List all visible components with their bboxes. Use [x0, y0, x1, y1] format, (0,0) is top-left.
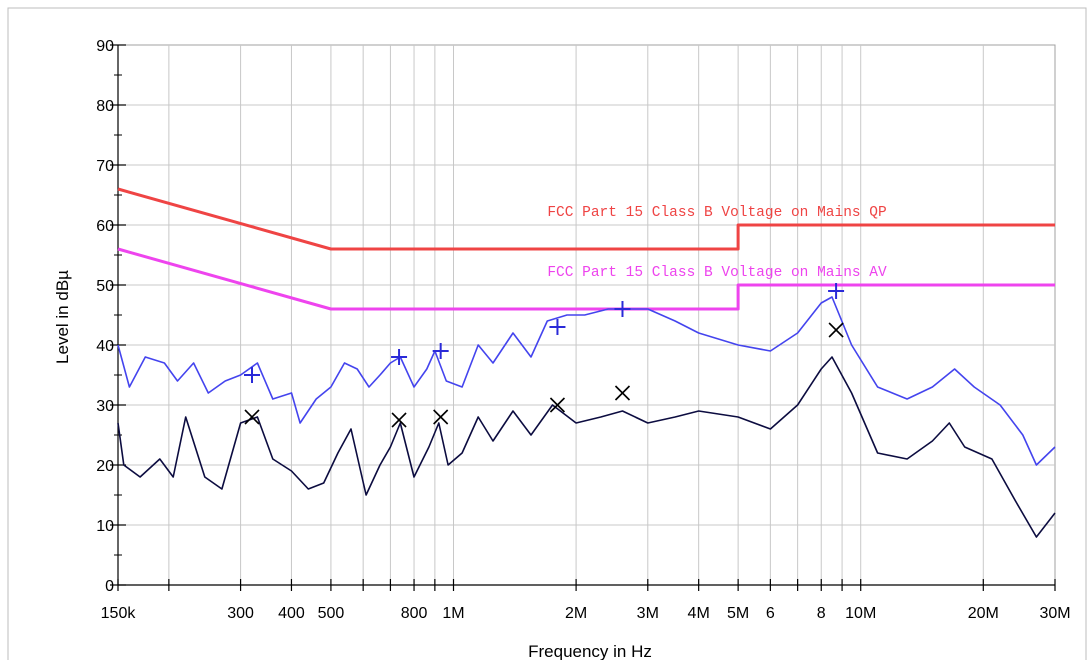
- y-tick-label: 70: [96, 158, 114, 175]
- qp-marker: [614, 301, 631, 317]
- limit-line: [117, 187, 1055, 251]
- measurement-trace: [117, 296, 1056, 466]
- markers: [243, 283, 845, 428]
- qp-marker: [549, 319, 566, 335]
- av-marker-b: [828, 322, 844, 338]
- qp-marker: [432, 343, 449, 359]
- qp-marker: [243, 367, 260, 383]
- limit-line: [117, 247, 1055, 311]
- y-tick-label: 10: [96, 518, 114, 535]
- chart-frame: [7, 7, 1087, 660]
- y-tick-label: 30: [96, 398, 114, 415]
- av-marker-b: [614, 385, 631, 401]
- x-tick-label: 10M: [845, 605, 876, 622]
- x-tick-label: 3M: [637, 605, 659, 622]
- x-tick-label: 300: [227, 605, 254, 622]
- av-marker: [549, 397, 566, 413]
- limit-label-1: FCC Part 15 Class B Voltage on Mains AV: [547, 265, 887, 281]
- av-marker: [828, 322, 844, 338]
- x-tick-label: 2M: [565, 605, 587, 622]
- y-tick-label: 0: [105, 578, 114, 595]
- qp-marker: [391, 349, 408, 365]
- y-tick-label: 90: [96, 38, 114, 55]
- series-layer: [117, 187, 1056, 538]
- x-tick-label: 1M: [442, 605, 464, 622]
- limit-label-0: FCC Part 15 Class B Voltage on Mains QP: [547, 205, 886, 221]
- x-tick-label: 30M: [1039, 605, 1070, 622]
- y-tick-label: 20: [96, 458, 114, 475]
- av-marker-b: [391, 412, 407, 428]
- x-tick-label: 6: [766, 605, 775, 622]
- x-tick-label: 8: [817, 605, 826, 622]
- av-marker-b: [433, 409, 449, 425]
- y-tick-label: 40: [96, 338, 114, 355]
- measurement-trace: [117, 356, 1056, 538]
- y-tick-label: 80: [96, 98, 114, 115]
- y-tick-label: 60: [96, 218, 114, 235]
- x-tick-label: 20M: [968, 605, 999, 622]
- x-tick-label: 150k: [101, 605, 137, 622]
- x-tick-label: 5M: [727, 605, 749, 622]
- x-tick-label: 4M: [688, 605, 710, 622]
- av-marker-b: [549, 397, 566, 413]
- axes: 0 10 20 30 40 50 60 70 80 90 150k 300 400 500 800 1M 2M 3…: [96, 38, 1070, 622]
- av-marker-b: [244, 409, 260, 425]
- av-marker: [433, 409, 449, 425]
- y-tick-label: 50: [96, 278, 114, 295]
- qp-marker: [828, 283, 845, 299]
- x-axis-label: Frequency in Hz: [528, 642, 652, 660]
- av-marker: [614, 385, 631, 401]
- av-marker: [391, 412, 407, 428]
- x-tick-label: 400: [278, 605, 305, 622]
- labels: FCC Part 15 Class B Voltage on Mains QP F…: [547, 205, 887, 281]
- x-tick-label: 500: [318, 605, 345, 622]
- y-axis-label: Level in dBµ: [53, 270, 72, 364]
- x-tick-label: 800: [401, 605, 428, 622]
- grid: [117, 44, 1056, 586]
- av-marker: [244, 409, 260, 425]
